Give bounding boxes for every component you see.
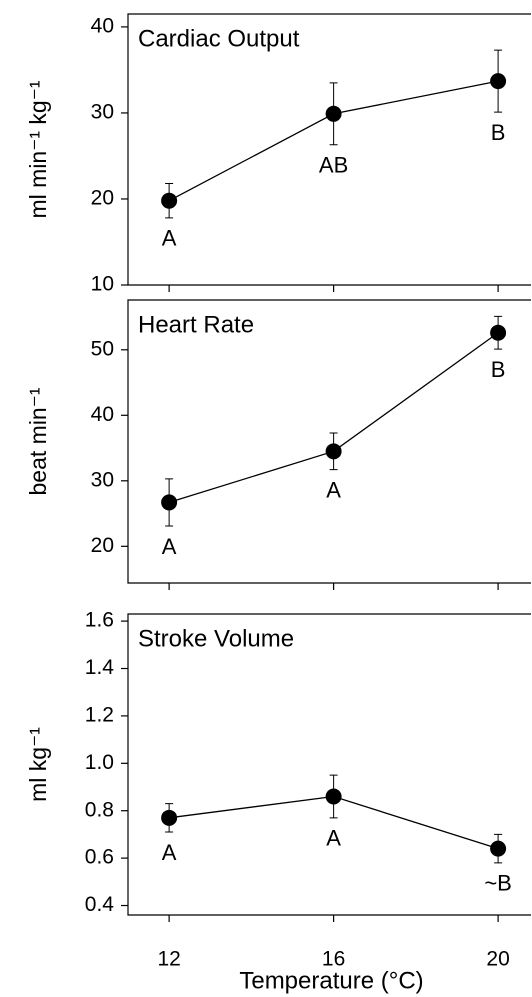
annotation: B: [491, 357, 506, 382]
y-axis-label: ml min⁻¹ kg⁻¹: [25, 80, 51, 218]
data-point: [325, 443, 342, 460]
annotation: ~B: [484, 871, 512, 896]
data-point: [325, 105, 342, 122]
x-tick-label: 12: [157, 948, 180, 971]
x-tick-label: 20: [486, 948, 509, 971]
axes-frame: [127, 299, 531, 584]
y-tick-label: 40: [91, 403, 114, 426]
data-point: [161, 192, 178, 209]
data-point: [161, 809, 178, 826]
y-tick-label: 0.6: [85, 846, 114, 869]
y-tick-label: 1.4: [85, 656, 115, 679]
annotation: A: [326, 477, 341, 502]
y-tick-label: 30: [91, 100, 114, 123]
data-point: [490, 73, 507, 90]
data-point: [490, 840, 507, 857]
annotation: B: [491, 120, 506, 145]
axes-frame: [127, 613, 531, 916]
axes-frame: [127, 13, 531, 286]
y-axis-label: beat min⁻¹: [25, 387, 51, 495]
data-point: [490, 324, 507, 341]
data-point: [325, 788, 342, 805]
y-tick-label: 40: [91, 14, 114, 37]
data-point: [161, 494, 178, 511]
panel-title: Cardiac Output: [138, 25, 300, 52]
annotation: A: [162, 534, 177, 559]
y-tick-label: 1.0: [85, 751, 114, 774]
annotation: AB: [319, 153, 348, 178]
panel-title: Heart Rate: [138, 311, 254, 338]
annotation: A: [162, 226, 177, 251]
y-tick-label: 1.6: [85, 609, 114, 632]
x-axis-label: Temperature (°C): [239, 967, 423, 994]
y-tick-label: 50: [91, 337, 114, 360]
y-tick-label: 20: [91, 534, 114, 557]
y-axis-label: ml kg⁻¹: [25, 727, 51, 802]
y-tick-label: 10: [91, 273, 114, 296]
y-tick-label: 30: [91, 468, 114, 491]
y-tick-label: 1.2: [85, 703, 114, 726]
x-tick-label: 16: [322, 948, 345, 971]
y-tick-label: 20: [91, 187, 114, 210]
annotation: A: [326, 826, 341, 851]
y-tick-label: 0.4: [85, 893, 115, 916]
panel-title: Stroke Volume: [138, 625, 294, 652]
y-tick-label: 0.8: [85, 798, 114, 821]
annotation: A: [162, 840, 177, 865]
